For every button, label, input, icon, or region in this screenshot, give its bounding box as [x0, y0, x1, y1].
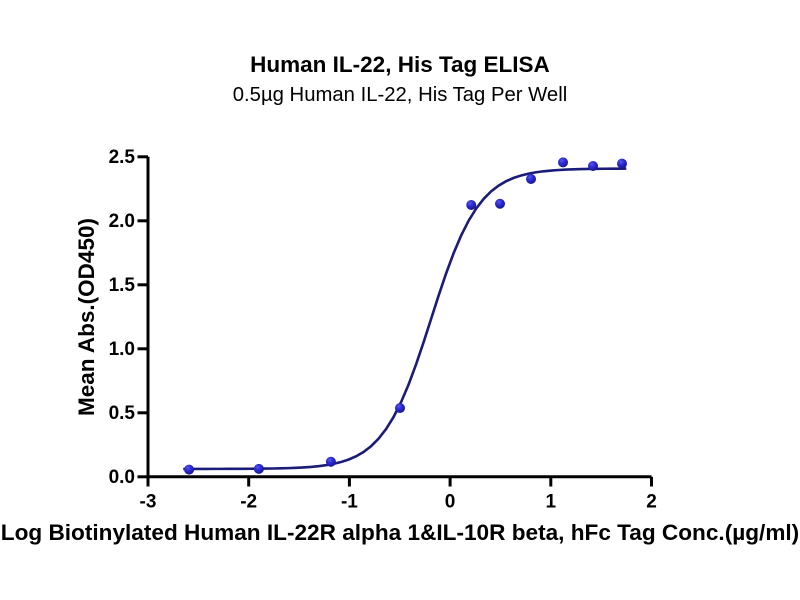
svg-text:1.0: 1.0 — [109, 339, 135, 360]
svg-text:-1: -1 — [341, 492, 358, 513]
svg-text:2: 2 — [646, 492, 657, 513]
svg-text:-3: -3 — [140, 492, 157, 513]
svg-text:2.5: 2.5 — [109, 147, 136, 168]
svg-text:0.5: 0.5 — [109, 403, 136, 424]
svg-text:1: 1 — [546, 492, 557, 513]
svg-text:0: 0 — [445, 492, 456, 513]
svg-text:0.0: 0.0 — [109, 467, 135, 488]
svg-text:2.0: 2.0 — [109, 211, 135, 232]
svg-text:-2: -2 — [240, 492, 257, 513]
svg-text:1.5: 1.5 — [109, 275, 136, 296]
